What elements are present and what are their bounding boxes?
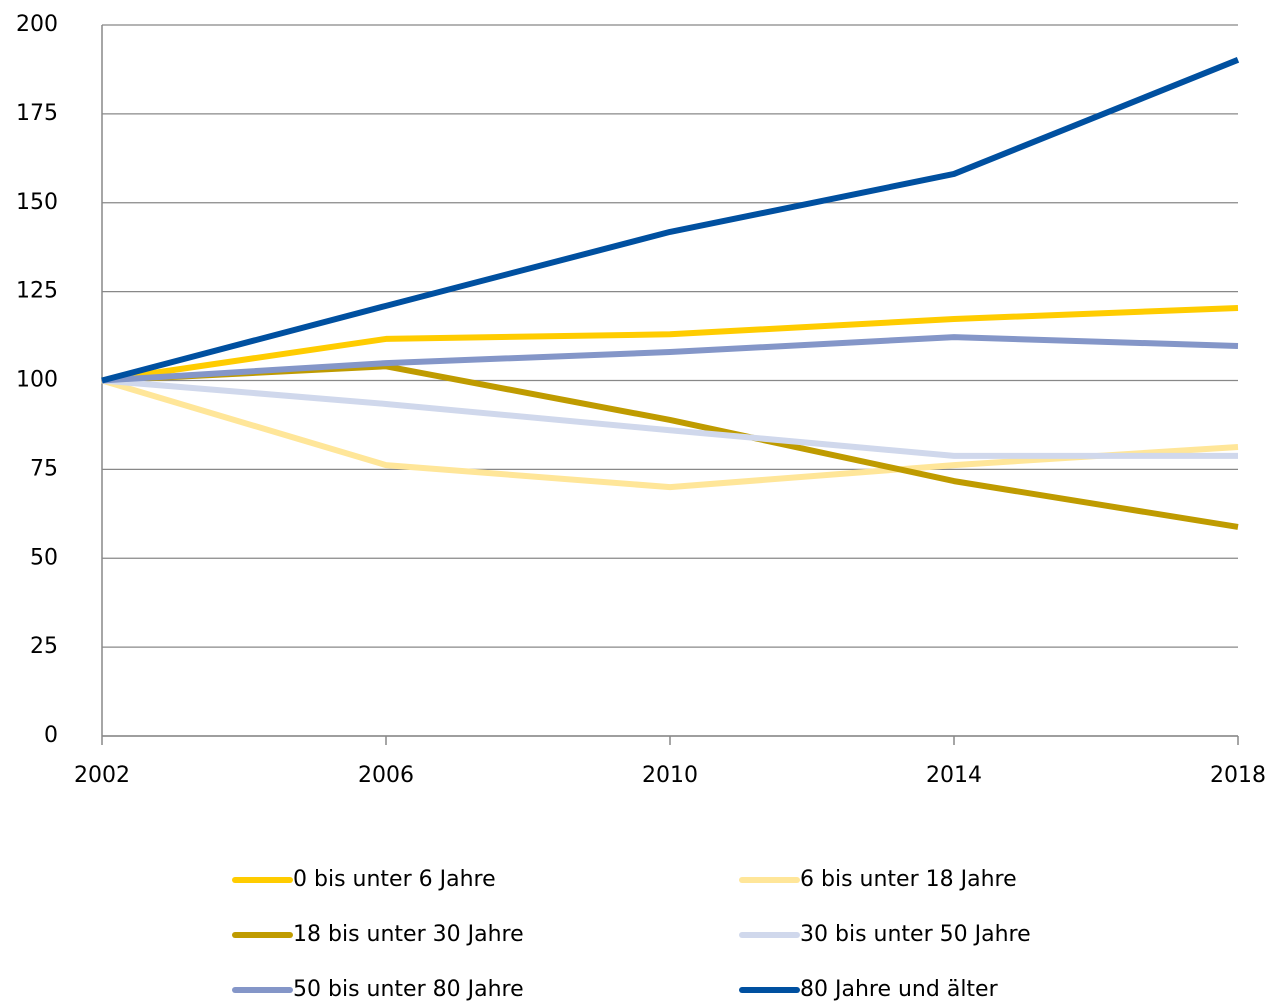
y-tick-label: 50 (30, 545, 58, 570)
y-tick-label: 125 (16, 279, 58, 304)
series-line (101, 57, 1240, 384)
y-tick-label: 100 (16, 368, 58, 393)
series-line (101, 334, 1239, 384)
y-tick-label: 0 (44, 723, 58, 748)
y-tick-label: 200 (16, 12, 58, 37)
legend-label: 80 Jahre und älter (800, 977, 999, 1002)
x-tick-label: 2018 (1210, 763, 1266, 788)
series-line (101, 304, 1239, 384)
x-tick-label: 2014 (926, 763, 982, 788)
y-tick-label: 175 (16, 101, 58, 126)
legend-label: 50 bis unter 80 Jahre (293, 977, 524, 1002)
y-tick-label: 150 (16, 190, 58, 215)
y-tick-label: 25 (30, 634, 58, 659)
x-tick-label: 2006 (358, 763, 414, 788)
legend-label: 30 bis unter 50 Jahre (800, 922, 1031, 947)
x-tick-label: 2010 (642, 763, 698, 788)
x-tick-label: 2002 (74, 763, 130, 788)
y-tick-label: 75 (30, 456, 58, 481)
series-line (101, 377, 1239, 491)
legend-label: 0 bis unter 6 Jahre (293, 867, 496, 892)
legend-label: 18 bis unter 30 Jahre (293, 922, 524, 947)
series-line (101, 377, 1238, 459)
series-line (101, 363, 1239, 530)
legend-label: 6 bis unter 18 Jahre (800, 867, 1017, 892)
